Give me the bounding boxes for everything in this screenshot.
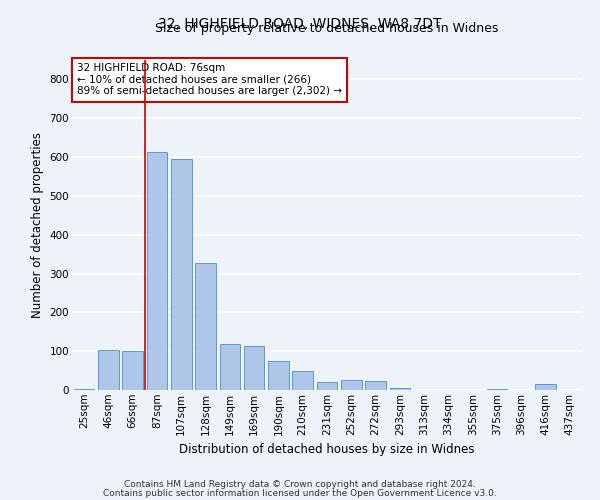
Bar bbox=[292, 372, 313, 390]
Bar bbox=[171, 159, 191, 390]
Bar bbox=[365, 381, 386, 390]
Bar bbox=[74, 389, 94, 390]
Bar bbox=[98, 350, 119, 390]
Text: Contains HM Land Registry data © Crown copyright and database right 2024.: Contains HM Land Registry data © Crown c… bbox=[124, 480, 476, 489]
Text: 32, HIGHFIELD ROAD, WIDNES, WA8 7DT: 32, HIGHFIELD ROAD, WIDNES, WA8 7DT bbox=[158, 18, 442, 32]
Text: 32 HIGHFIELD ROAD: 76sqm
← 10% of detached houses are smaller (266)
89% of semi-: 32 HIGHFIELD ROAD: 76sqm ← 10% of detach… bbox=[77, 64, 342, 96]
Bar bbox=[244, 346, 265, 390]
Bar bbox=[268, 361, 289, 390]
Bar bbox=[195, 262, 216, 390]
Title: Size of property relative to detached houses in Widnes: Size of property relative to detached ho… bbox=[155, 22, 499, 35]
Bar bbox=[146, 152, 167, 390]
Bar bbox=[389, 388, 410, 390]
Bar bbox=[487, 389, 508, 390]
X-axis label: Distribution of detached houses by size in Widnes: Distribution of detached houses by size … bbox=[179, 443, 475, 456]
Text: Contains public sector information licensed under the Open Government Licence v3: Contains public sector information licen… bbox=[103, 489, 497, 498]
Bar bbox=[122, 351, 143, 390]
Bar bbox=[317, 382, 337, 390]
Y-axis label: Number of detached properties: Number of detached properties bbox=[31, 132, 44, 318]
Bar bbox=[341, 380, 362, 390]
Bar bbox=[220, 344, 240, 390]
Bar bbox=[535, 384, 556, 390]
